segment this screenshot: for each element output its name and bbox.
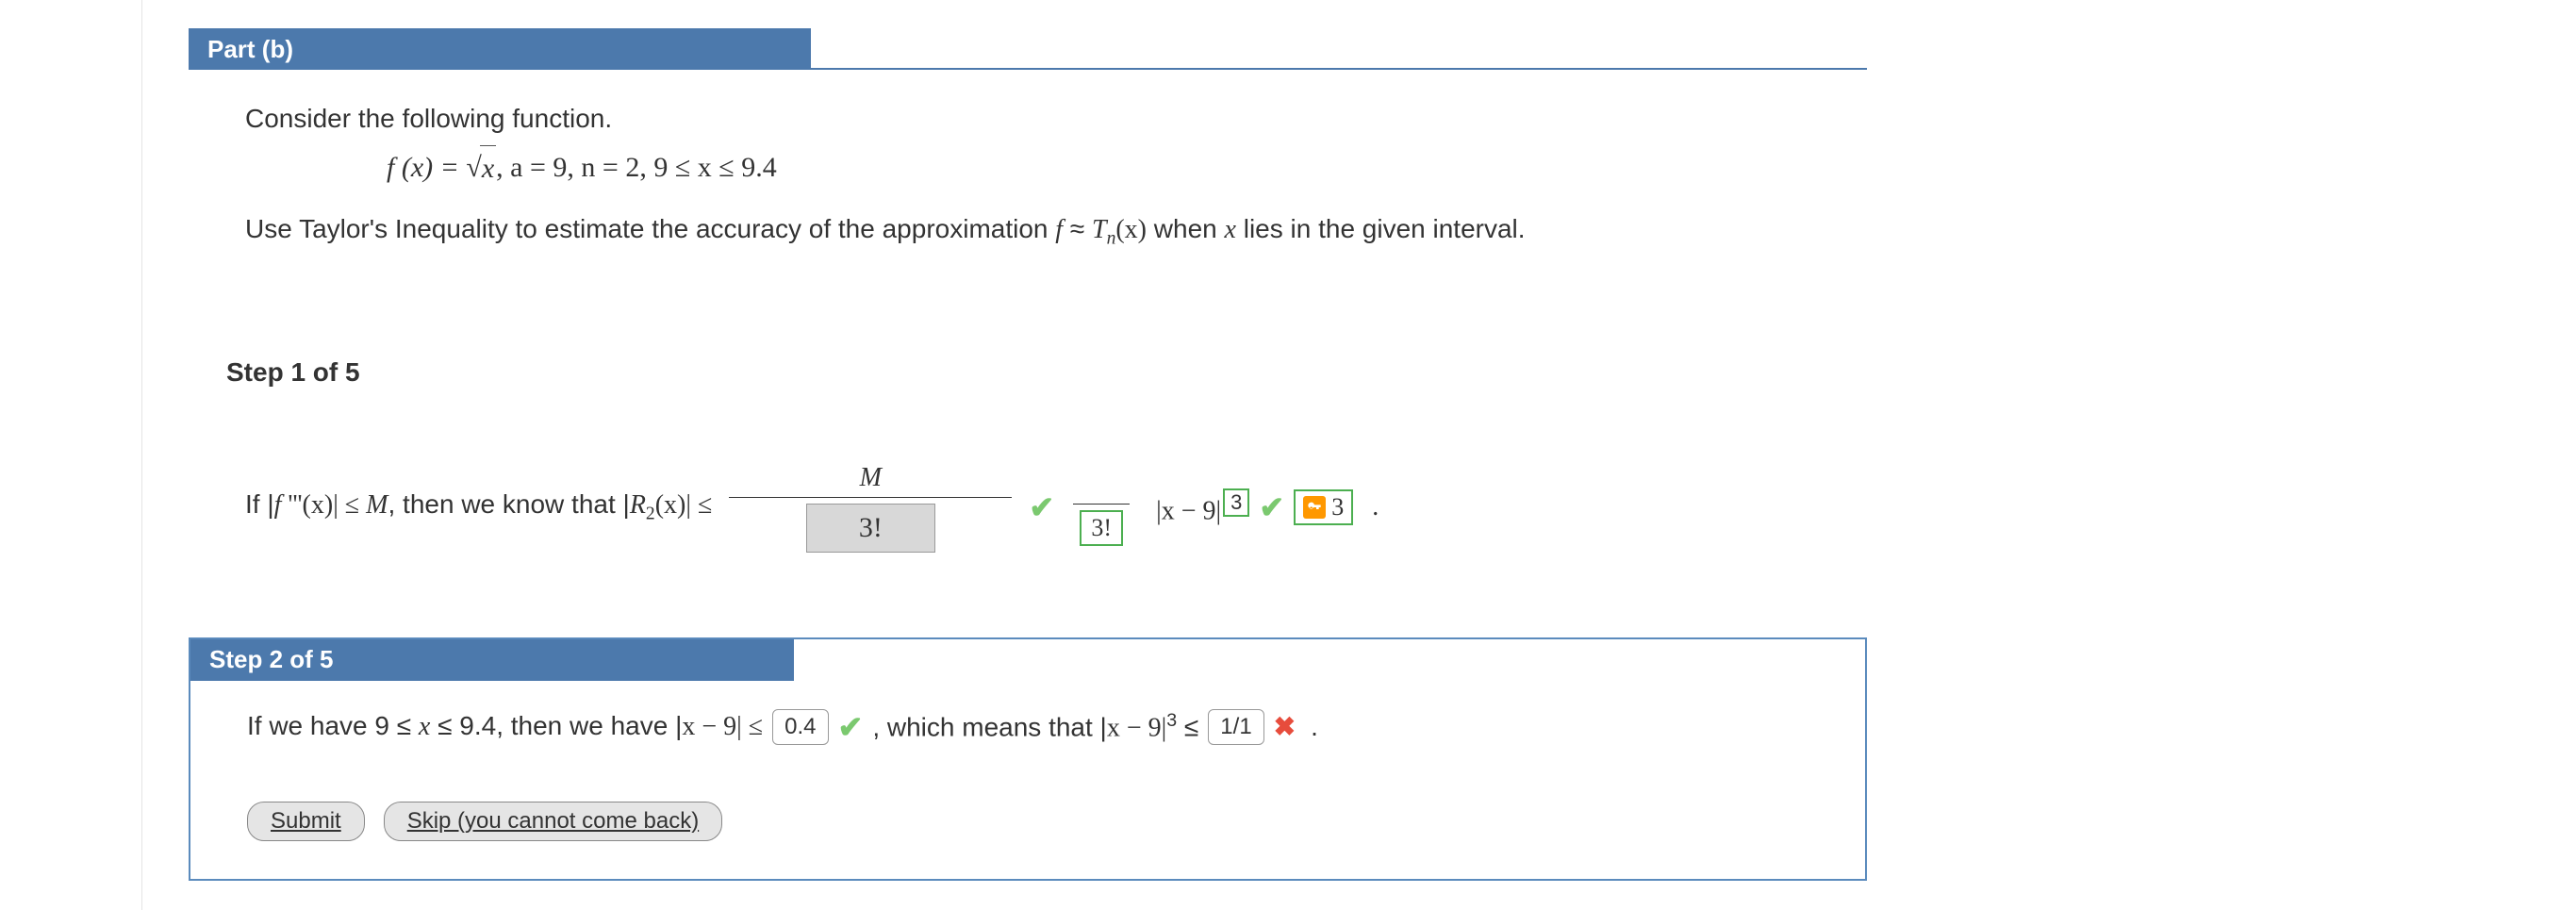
part-b-label: Part (b) (189, 28, 811, 70)
instruction-Tn: Tn (1092, 215, 1115, 244)
instruction-f: f (1055, 215, 1063, 244)
step1-header: Step 1 of 5 (189, 357, 2482, 388)
formula: f (x) = √x, a = 9, n = 2, 9 ≤ x ≤ 9.4 (245, 145, 1792, 191)
input-box-1[interactable]: 0.4 (772, 709, 828, 745)
hint-value: 3 (1331, 493, 1344, 521)
problem-body: Consider the following function. f (x) =… (189, 98, 1792, 254)
step1-abs-term: |x − 9|3 (1156, 488, 1249, 526)
step1-fraction: M 3! (729, 463, 1012, 553)
sqrt-expression: √x (466, 145, 496, 191)
instruction-approx: ≈ (1063, 214, 1092, 243)
exponent-answer-box: 3 (1223, 488, 1249, 517)
instruction-post: when (1147, 214, 1225, 243)
part-b-header: Part (b) (189, 28, 2482, 70)
step2-header: Step 2 of 5 (190, 639, 794, 681)
instruction-Tn-arg: (x) (1115, 215, 1147, 244)
step2-header-row: Step 2 of 5 (190, 639, 1865, 681)
step1-line: If |f '''(x)| ≤ M, then we know that |R2… (189, 463, 2482, 553)
gray-answer-box: 3! (806, 504, 935, 553)
left-vertical-rule (141, 0, 142, 910)
step2-container: Step 2 of 5 If we have 9 ≤ x ≤ 9.4, then… (189, 637, 1867, 881)
step2-pre: If we have 9 ≤ x ≤ 9.4, then we have |x … (247, 711, 763, 742)
step1-period: . (1372, 492, 1379, 522)
instruction-pre: Use Taylor's Inequality to estimate the … (245, 214, 1055, 243)
sqrt-arg: x (480, 145, 496, 191)
fraction-numerator: M (729, 463, 1012, 498)
green-answer-box: 3! (1080, 510, 1123, 546)
instruction-text: Use Taylor's Inequality to estimate the … (245, 208, 1792, 254)
part-b-header-line (811, 28, 1867, 70)
input-box-2[interactable]: 1/1 (1208, 709, 1263, 745)
check-icon: ✔ (1029, 489, 1054, 525)
page: Part (b) Consider the following function… (0, 0, 2576, 910)
step1-if: If |f '''(x)| ≤ M, then we know that |R2… (245, 489, 712, 525)
skip-button[interactable]: Skip (you cannot come back) (384, 802, 722, 841)
content-area: Part (b) Consider the following function… (189, 28, 2482, 881)
cross-icon: ✖ (1274, 711, 1296, 742)
button-row: Submit Skip (you cannot come back) (247, 802, 1827, 841)
fraction-denominator: 3! (806, 498, 935, 553)
step2-period: . (1311, 712, 1318, 742)
intro-text: Consider the following function. (245, 98, 1792, 141)
instruction-x: x (1225, 215, 1236, 244)
step2-body: If we have 9 ≤ x ≤ 9.4, then we have |x … (190, 681, 1865, 879)
check-icon: ✔ (1259, 489, 1284, 525)
submit-button[interactable]: Submit (247, 802, 365, 841)
check-icon: ✔ (838, 709, 864, 745)
instruction-end: lies in the given interval. (1236, 214, 1526, 243)
step1-fraction-green: 3! (1073, 470, 1130, 546)
formula-rest: , a = 9, n = 2, 9 ≤ x ≤ 9.4 (496, 152, 777, 183)
hint-badge[interactable]: 3 (1294, 489, 1353, 525)
step2-line: If we have 9 ≤ x ≤ 9.4, then we have |x … (247, 709, 1827, 745)
key-icon (1303, 496, 1326, 519)
step2-mid: , which means that |x − 9|3 ≤ (872, 710, 1198, 743)
formula-prefix: f (x) = (387, 152, 466, 183)
